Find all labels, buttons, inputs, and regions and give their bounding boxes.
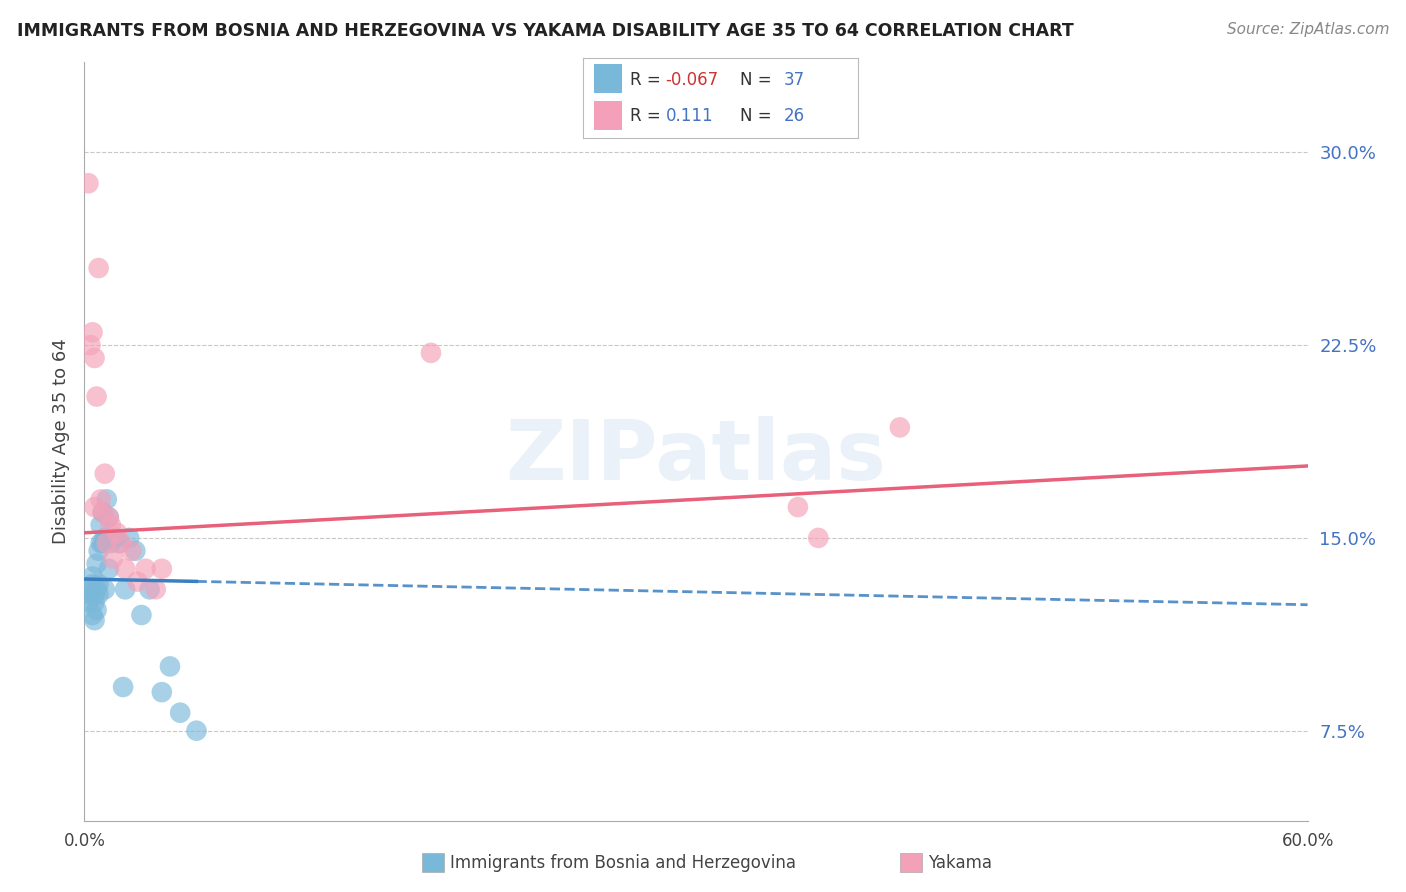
Point	[114, 562, 136, 576]
Point	[807, 531, 830, 545]
Point	[79, 338, 101, 352]
Point	[889, 420, 911, 434]
Text: R =: R =	[630, 70, 661, 88]
Point	[86, 557, 108, 571]
Point	[96, 492, 118, 507]
Point	[150, 562, 173, 576]
Point	[86, 582, 108, 597]
Point	[87, 587, 110, 601]
Text: -0.067: -0.067	[666, 70, 718, 88]
Point	[420, 346, 443, 360]
Point	[87, 577, 110, 591]
Point	[83, 500, 105, 514]
Point	[87, 261, 110, 276]
Point	[124, 543, 146, 558]
Text: N =: N =	[740, 107, 772, 125]
Point	[93, 582, 115, 597]
Point	[110, 536, 132, 550]
Text: 0.111: 0.111	[666, 107, 713, 125]
Point	[82, 569, 104, 583]
Point	[145, 582, 167, 597]
Point	[135, 562, 157, 576]
Text: N =: N =	[740, 70, 772, 88]
Point	[787, 500, 810, 514]
Point	[93, 531, 115, 545]
Point	[83, 351, 105, 365]
Point	[104, 531, 127, 545]
Point	[87, 543, 110, 558]
Point	[100, 518, 122, 533]
Point	[86, 603, 108, 617]
FancyBboxPatch shape	[595, 64, 621, 94]
Point	[131, 607, 153, 622]
Point	[112, 680, 135, 694]
Point	[150, 685, 173, 699]
Text: Yakama: Yakama	[928, 855, 993, 872]
Point	[100, 536, 122, 550]
Point	[97, 510, 120, 524]
Text: ZIPatlas: ZIPatlas	[506, 417, 886, 497]
Point	[77, 176, 100, 190]
Point	[127, 574, 149, 589]
Point	[114, 582, 136, 597]
Point	[101, 551, 124, 566]
Point	[105, 525, 128, 540]
Point	[79, 587, 101, 601]
Text: 37: 37	[783, 70, 804, 88]
Text: R =: R =	[630, 107, 661, 125]
Point	[91, 536, 114, 550]
Point	[86, 390, 108, 404]
FancyBboxPatch shape	[595, 102, 621, 130]
Point	[138, 582, 160, 597]
Point	[120, 543, 142, 558]
Point	[83, 613, 105, 627]
Point	[83, 595, 105, 609]
Point	[90, 518, 112, 533]
Point	[186, 723, 208, 738]
Point	[90, 536, 112, 550]
Point	[93, 467, 115, 481]
Point	[83, 587, 105, 601]
Point	[169, 706, 191, 720]
Point	[97, 510, 120, 524]
Text: Source: ZipAtlas.com: Source: ZipAtlas.com	[1226, 22, 1389, 37]
Point	[91, 505, 114, 519]
Point	[90, 492, 112, 507]
Text: Immigrants from Bosnia and Herzegovina: Immigrants from Bosnia and Herzegovina	[450, 855, 796, 872]
Text: IMMIGRANTS FROM BOSNIA AND HERZEGOVINA VS YAKAMA DISABILITY AGE 35 TO 64 CORRELA: IMMIGRANTS FROM BOSNIA AND HERZEGOVINA V…	[17, 22, 1074, 40]
Y-axis label: Disability Age 35 to 64: Disability Age 35 to 64	[52, 339, 70, 544]
Point	[108, 536, 131, 550]
Text: 26: 26	[783, 107, 804, 125]
Point	[77, 595, 100, 609]
Point	[82, 607, 104, 622]
Point	[82, 577, 104, 591]
Point	[91, 505, 114, 519]
Point	[82, 326, 104, 340]
Point	[118, 531, 141, 545]
Point	[79, 582, 101, 597]
Point	[96, 536, 118, 550]
Point	[97, 562, 120, 576]
Point	[159, 659, 181, 673]
